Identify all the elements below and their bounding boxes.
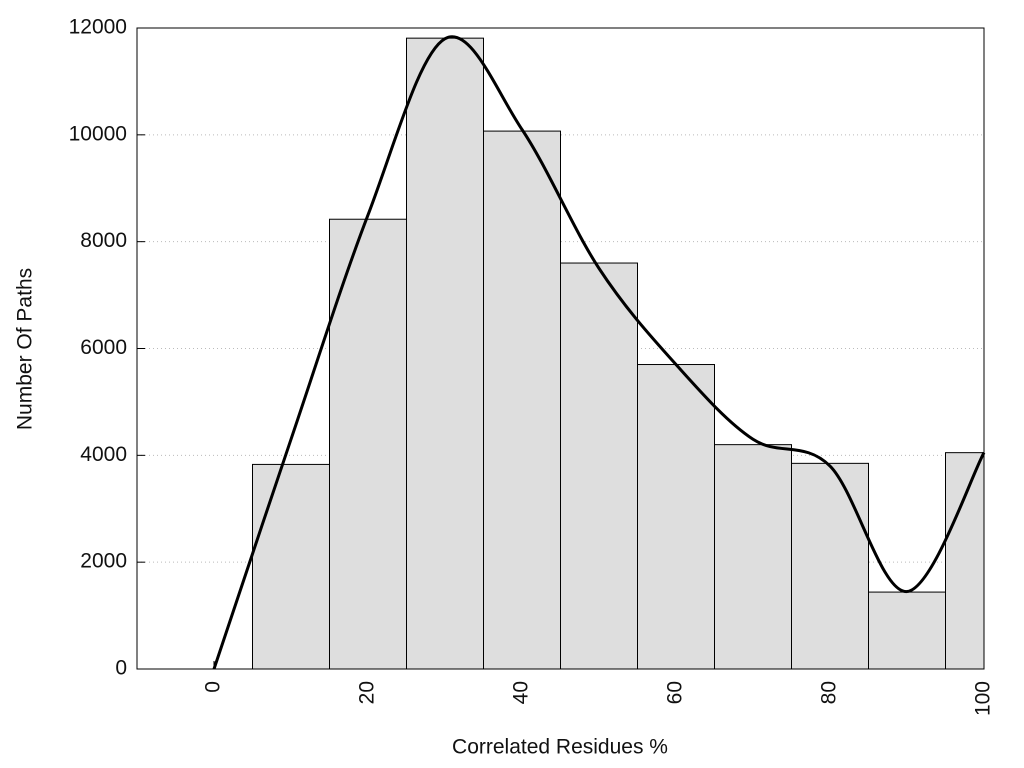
plot-frame bbox=[136, 27, 985, 670]
y-tick-label: 8000 bbox=[80, 229, 127, 252]
bar bbox=[945, 452, 985, 670]
x-tick-label: 60 bbox=[664, 681, 687, 704]
x-tick-label: 80 bbox=[818, 681, 841, 704]
curve bbox=[212, 35, 986, 670]
bar bbox=[406, 37, 484, 670]
y-tick-label: 2000 bbox=[80, 550, 127, 573]
bar bbox=[637, 364, 715, 670]
x-tick-label: 20 bbox=[356, 681, 379, 704]
y-tick-label: 10000 bbox=[69, 122, 127, 145]
y-tick-label: 6000 bbox=[80, 336, 127, 359]
y-axis-label: Number Of Paths bbox=[14, 268, 37, 430]
bar bbox=[791, 462, 869, 670]
bar bbox=[483, 130, 561, 670]
bar bbox=[329, 218, 407, 670]
bar bbox=[252, 463, 330, 670]
y-tick-label: 12000 bbox=[69, 16, 127, 39]
x-tick-label: 0 bbox=[202, 681, 225, 693]
bar bbox=[714, 444, 792, 670]
x-axis-label: Correlated Residues % bbox=[452, 736, 668, 759]
y-tick-label: 4000 bbox=[80, 443, 127, 466]
x-tick-label: 100 bbox=[972, 681, 995, 716]
x-tick-label: 40 bbox=[510, 681, 533, 704]
y-tick-label: 0 bbox=[115, 657, 127, 680]
bar bbox=[560, 262, 638, 670]
bar bbox=[868, 591, 946, 670]
